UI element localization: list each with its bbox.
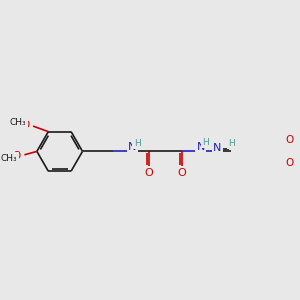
Text: N: N xyxy=(213,143,221,153)
Text: O: O xyxy=(286,158,294,168)
Text: O: O xyxy=(21,120,30,130)
Text: CH₃: CH₃ xyxy=(10,118,26,127)
Text: N: N xyxy=(196,142,205,152)
Text: O: O xyxy=(286,135,294,145)
Text: CH₃: CH₃ xyxy=(1,154,17,163)
Text: O: O xyxy=(178,168,187,178)
Text: O: O xyxy=(13,151,21,161)
Text: H: H xyxy=(229,139,235,148)
Text: H: H xyxy=(134,139,140,148)
Text: O: O xyxy=(145,168,153,178)
Text: N: N xyxy=(128,142,136,152)
Text: H: H xyxy=(202,138,209,147)
